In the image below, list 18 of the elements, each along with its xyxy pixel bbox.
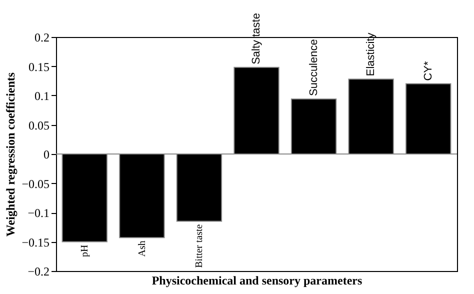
x-tick-label: pH [80, 244, 91, 257]
y-tick-label: −0.05 [22, 176, 50, 191]
y-tick-label: 0.05 [28, 118, 50, 132]
y-tick-label: 0.15 [28, 60, 50, 74]
x-tick-label: Succulence [308, 39, 320, 96]
y-tick-label: −0.2 [28, 264, 50, 278]
x-tick-label: CY* [422, 60, 434, 81]
x-tick-label: Ash [136, 240, 148, 257]
y-axis-title: Weighted regression coefficients [4, 72, 18, 237]
x-axis-title: Physicochemical and sensory parameters [152, 274, 362, 288]
y-tick-label: 0.2 [34, 30, 50, 44]
y-tick-label: 0 [44, 148, 50, 162]
x-tick-label: Elasticity [365, 32, 378, 76]
y-tick-label: −0.15 [22, 235, 50, 250]
y-tick-label: −0.1 [28, 206, 50, 220]
x-tick-label: Bitter taste [194, 224, 206, 268]
y-tick-label: 0.1 [34, 89, 50, 103]
x-tick-label: Salty taste [250, 13, 262, 64]
